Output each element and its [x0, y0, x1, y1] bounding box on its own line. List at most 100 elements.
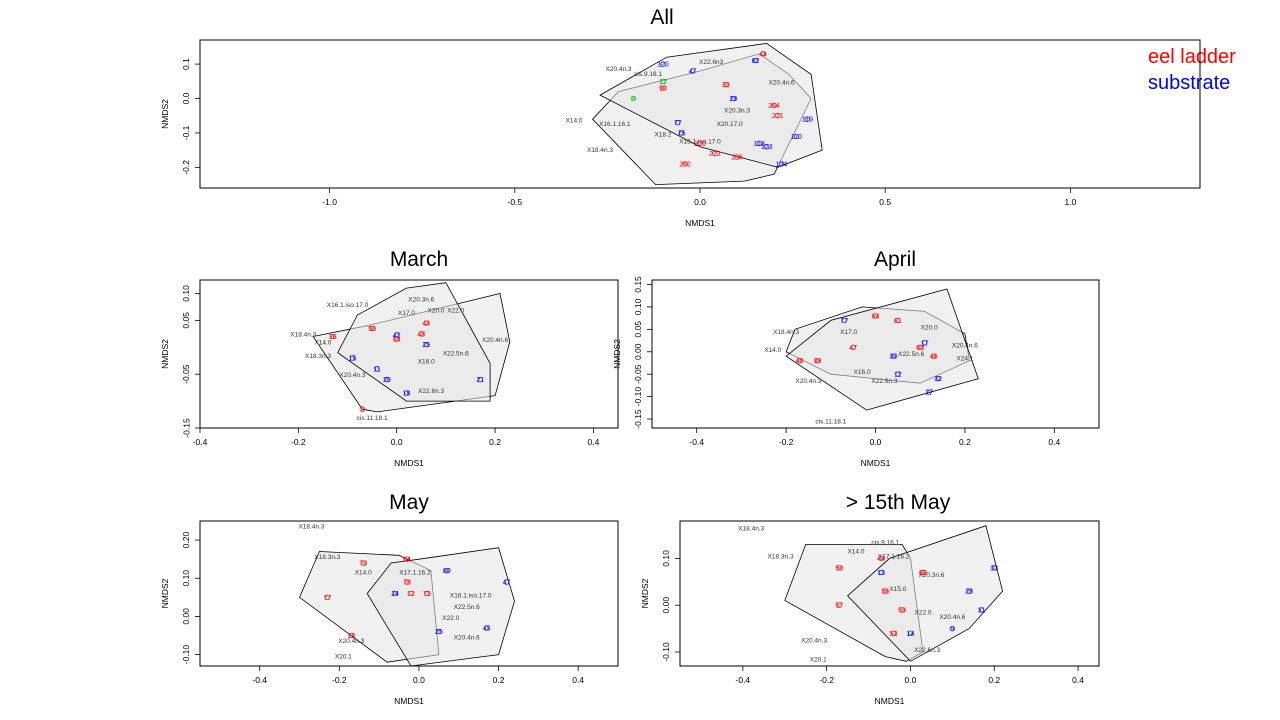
species-label: cis.9.16.1 [871, 539, 899, 546]
species-label: X20.4n.6 [939, 614, 965, 621]
y-tick-label: 0.1 [181, 58, 191, 70]
point-label: 77 [674, 120, 682, 127]
x-tick-label: 0.5 [879, 197, 891, 207]
species-label: X22.6n.3 [914, 647, 940, 654]
data-point [878, 569, 884, 576]
y-tick-label: -0.10 [181, 645, 191, 665]
x-axis-label: NMDS1 [394, 458, 424, 468]
point-label: 29 [729, 96, 737, 103]
species-label: X20.3n.3 [724, 107, 750, 114]
point-label: 110 [791, 134, 802, 141]
point-label: 60 [919, 570, 927, 577]
species-label: X14.0 [566, 118, 583, 125]
data-point [872, 313, 879, 319]
point-label: 36 [329, 334, 337, 341]
point-label: 256 [731, 155, 743, 162]
chart-title-march: March [389, 248, 449, 271]
x-tick-label: -0.5 [507, 197, 522, 207]
species-label: X16.1.16.1 [599, 121, 631, 128]
point-label: 12 [894, 372, 902, 379]
species-label: X20.17.0 [717, 121, 743, 128]
species-label: X16.0 [854, 369, 871, 376]
data-point [850, 344, 856, 350]
x-tick-label: -0.2 [332, 675, 347, 685]
point-label: 21 [476, 377, 484, 384]
point-label: 273 [709, 151, 721, 158]
point-label: 3 [360, 407, 364, 414]
species-label: X18.0 [418, 358, 435, 365]
species-label: X20.4n.6 [482, 337, 508, 344]
point-label: 47 [849, 345, 857, 352]
data-point [796, 358, 803, 364]
species-label: X20.3n.6 [408, 297, 434, 304]
data-point [384, 376, 390, 383]
x-tick-label: 1.0 [1064, 197, 1076, 207]
species-label: X18.4n.3 [298, 524, 324, 531]
point-label: 271 [772, 113, 784, 120]
data-point [660, 61, 666, 67]
data-point [682, 161, 688, 167]
species-label: X18.2 [654, 131, 671, 138]
point-label: 57 [835, 603, 843, 610]
point-label: 62 [752, 58, 760, 65]
data-point [689, 68, 696, 74]
data-point [778, 161, 785, 167]
species-label: X16.1.iso.17.0 [327, 302, 369, 309]
data-point [949, 625, 955, 632]
species-label: X18.4n.3 [738, 525, 764, 532]
data-point [660, 85, 666, 91]
data-point [675, 119, 681, 126]
y-tick-label: 0.05 [181, 312, 191, 329]
species-label: cis.9.18.1 [634, 71, 662, 78]
point-label: 12 [659, 79, 667, 86]
hull-polygon [599, 42, 823, 168]
point-label: 8 [631, 96, 635, 103]
point-label: 56 [881, 589, 889, 596]
point-label: 134 [776, 161, 788, 168]
data-point [360, 560, 366, 566]
data-point [752, 58, 759, 64]
x-tick-label: -0.4 [689, 437, 704, 447]
point-label: 25 [422, 342, 430, 349]
y-tick-label: -0.15 [633, 409, 643, 429]
species-label: X20.1 [810, 656, 827, 663]
x-tick-label: 0.4 [572, 675, 584, 685]
species-label: X20.4n.3 [606, 66, 632, 73]
y-tick-label: -0.05 [181, 364, 191, 384]
x-tick-label: 0.0 [413, 675, 425, 685]
x-tick-label: 0.4 [1048, 437, 1060, 447]
data-point [841, 317, 847, 324]
hull-polygon [366, 547, 515, 667]
species-label: X22.6n3 [699, 59, 724, 66]
chart-panel-4: -0.4 -0.2 0.0 0.2 0.4 -0.10 0.00 0.10 NMDS1 NMDS2… [640, 520, 1100, 706]
data-point [935, 376, 941, 382]
point-label: 46 [930, 354, 938, 361]
point-label: 40 [796, 358, 804, 365]
species-label: X17.1.16.2 [878, 553, 910, 560]
species-label: X20.4n.3 [801, 638, 827, 645]
point-label: 264 [768, 103, 780, 110]
point-label: 270 [694, 141, 706, 148]
species-label: X20.4n.6 [454, 634, 480, 641]
point-label: 42 [393, 332, 401, 339]
x-tick-label: 0.2 [489, 437, 501, 447]
species-label: X18.3n.3 [768, 553, 794, 560]
species-label: X14.0 [764, 347, 781, 354]
point-label: 44 [422, 321, 430, 328]
species-label: X15.0 [889, 586, 906, 593]
species-label: X14.0 [847, 549, 864, 556]
point-label: 77 [323, 595, 331, 602]
species-label: X17.0 [398, 310, 415, 317]
data-point [836, 602, 842, 608]
legend-item-substrate: substrate [1148, 72, 1231, 94]
species-label: X18.3n.3 [305, 353, 331, 360]
x-tick-label: -0.4 [252, 675, 267, 685]
point-label: 73 [423, 591, 431, 598]
point-label: 45 [483, 625, 491, 632]
point-label: 24 [391, 591, 399, 598]
point-label: 118 [754, 141, 765, 148]
species-label: X20.3n.6 [918, 572, 944, 579]
species-label: X22.5n.6 [898, 351, 924, 358]
chart-panel-3: -0.4 -0.2 0.0 0.2 0.4 -0.10 0.00 0.10 0.20 NMDS1 N… [160, 520, 619, 706]
x-tick-label: -0.4 [193, 437, 208, 447]
